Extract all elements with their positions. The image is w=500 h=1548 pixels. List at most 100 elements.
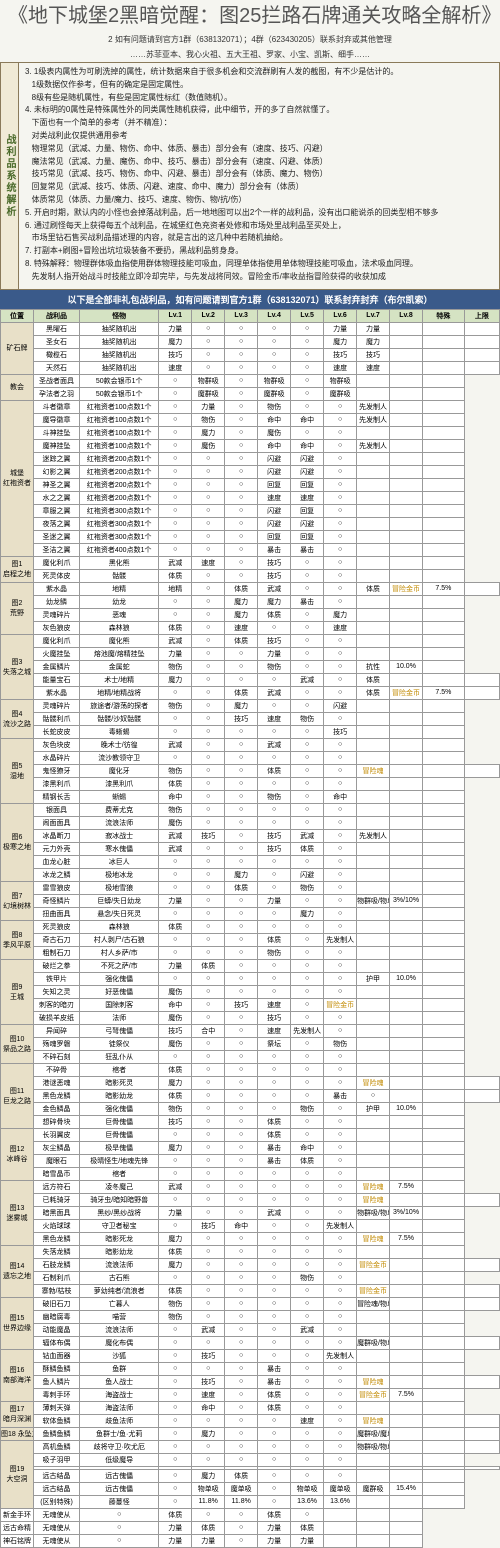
data-cell: ○ bbox=[258, 1180, 291, 1193]
data-cell: ○ bbox=[159, 543, 192, 556]
data-cell: ○ bbox=[258, 1271, 291, 1284]
data-cell bbox=[390, 1154, 423, 1167]
data-cell: 粗制石刀 bbox=[33, 946, 79, 959]
location-cell: 图6极寒之地 bbox=[1, 803, 34, 881]
data-cell: 红袍资者200点数1个 bbox=[80, 491, 159, 504]
data-cell: ○ bbox=[225, 1245, 258, 1258]
data-cell: ○ bbox=[324, 413, 357, 426]
data-cell: 闪避 bbox=[291, 868, 324, 881]
data-cell bbox=[390, 465, 423, 478]
data-cell: ○ bbox=[258, 1089, 291, 1102]
data-cell: ○ bbox=[192, 1180, 225, 1193]
data-cell bbox=[390, 1024, 423, 1037]
data-cell: ○ bbox=[225, 400, 258, 413]
data-cell: ○ bbox=[159, 517, 192, 530]
data-cell: 魔群吸/物单吸 bbox=[357, 1336, 390, 1349]
data-cell bbox=[423, 595, 465, 608]
data-cell: ○ bbox=[225, 1508, 258, 1521]
data-cell: 物单吸 bbox=[192, 1482, 225, 1495]
data-cell bbox=[390, 920, 423, 933]
data-cell: 先发制人 bbox=[357, 400, 390, 413]
data-cell bbox=[357, 751, 390, 764]
data-cell: ○ bbox=[192, 1141, 225, 1154]
data-cell: ○ bbox=[225, 920, 258, 933]
data-cell bbox=[357, 1453, 390, 1466]
data-cell: 圣战者面具 bbox=[33, 374, 79, 387]
data-cell: 魔力 bbox=[192, 1469, 225, 1482]
data-cell: 物伤 bbox=[159, 1102, 192, 1115]
data-cell: 力量 bbox=[159, 1521, 192, 1534]
data-cell: ○ bbox=[192, 1362, 225, 1375]
data-cell: ○ bbox=[192, 478, 225, 491]
data-cell: 骑牙虫/暗知暗野兽 bbox=[80, 1193, 159, 1206]
data-cell: 魔力 bbox=[291, 907, 324, 920]
data-cell: ○ bbox=[291, 1245, 324, 1258]
data-cell: 10.0% bbox=[390, 660, 423, 673]
data-cell: 红袍资者100点数1个 bbox=[80, 439, 159, 452]
data-cell: 物伤 bbox=[159, 764, 192, 777]
data-cell bbox=[357, 959, 390, 972]
data-cell: ○ bbox=[291, 647, 324, 660]
data-cell: 亡暮人 bbox=[80, 1297, 159, 1310]
data-cell: 骷髅/沙奴骷髅 bbox=[80, 712, 159, 725]
analysis-point: 下面也有一个简单的参考（并不精准）： bbox=[25, 118, 493, 129]
data-cell bbox=[464, 764, 499, 777]
data-cell: 体质 bbox=[291, 842, 324, 855]
data-cell: 骷髅利爪 bbox=[33, 712, 79, 725]
location-cell: 图8季风平原 bbox=[1, 920, 34, 959]
data-cell: ○ bbox=[258, 361, 291, 374]
data-cell bbox=[357, 777, 390, 790]
data-cell: 回复 bbox=[258, 478, 291, 491]
data-cell: ○ bbox=[192, 1414, 225, 1427]
data-cell bbox=[464, 1414, 499, 1427]
data-cell: 破烂之拳 bbox=[33, 959, 79, 972]
data-cell bbox=[423, 881, 465, 894]
data-cell bbox=[390, 829, 423, 842]
data-cell bbox=[390, 1534, 423, 1547]
data-cell: ○ bbox=[192, 1050, 225, 1063]
data-cell: ○ bbox=[324, 504, 357, 517]
data-cell: 火魔挂坠 bbox=[33, 647, 79, 660]
data-cell: ○ bbox=[324, 881, 357, 894]
data-cell: 流浪法师 bbox=[80, 1323, 159, 1336]
data-cell bbox=[357, 868, 390, 881]
data-cell: 无魂使从 bbox=[33, 1521, 79, 1534]
data-cell bbox=[390, 816, 423, 829]
data-cell: 巨骨傀儡 bbox=[80, 1115, 159, 1128]
data-cell bbox=[423, 933, 465, 946]
table-row: 矿石牌黑曜石抽奖随机出力量○○○○力量力量 bbox=[1, 322, 500, 335]
table-row: 图8季风平原死灵狼皮森林狼体质○○○○○ bbox=[1, 920, 500, 933]
data-cell: ○ bbox=[258, 1469, 291, 1482]
data-cell: 魔力 bbox=[192, 426, 225, 439]
data-cell: 7.5% bbox=[390, 1388, 423, 1401]
table-row: 图12冰峰谷长羽翼皮巨骨傀儡○○○体质○○ bbox=[1, 1128, 500, 1141]
data-cell bbox=[357, 1323, 390, 1336]
data-cell bbox=[423, 1427, 465, 1440]
data-cell: ○ bbox=[159, 1323, 192, 1336]
data-cell bbox=[390, 517, 423, 530]
data-cell: 血龙心脏 bbox=[33, 855, 79, 868]
data-cell: 孕法者之羽 bbox=[33, 387, 79, 400]
data-cell: ○ bbox=[192, 790, 225, 803]
data-cell: ○ bbox=[291, 1115, 324, 1128]
data-cell: ○ bbox=[192, 998, 225, 1011]
data-cell: ○ bbox=[324, 829, 357, 842]
data-cell: ○ bbox=[192, 764, 225, 777]
data-cell: ○ bbox=[324, 1206, 357, 1219]
data-cell: ○ bbox=[291, 569, 324, 582]
data-cell: 先发制人 bbox=[291, 1024, 324, 1037]
data-cell: 晚术士/彷徨 bbox=[80, 738, 159, 751]
data-cell bbox=[464, 1375, 499, 1388]
data-cell: ○ bbox=[225, 543, 258, 556]
data-cell bbox=[357, 1115, 390, 1128]
location-cell: 教会 bbox=[1, 374, 34, 400]
data-cell: ○ bbox=[324, 1115, 357, 1128]
table-row: 新金手环无魂使从○体质○○体质○ bbox=[1, 1508, 500, 1521]
data-cell: ○ bbox=[192, 1128, 225, 1141]
data-cell: 护甲 bbox=[357, 972, 390, 985]
data-cell: 地精 bbox=[80, 582, 159, 595]
location-cell: 图12冰峰谷 bbox=[1, 1128, 34, 1180]
column-header: Lv.5 bbox=[291, 309, 324, 322]
data-cell bbox=[423, 426, 465, 439]
data-cell: 圣女石 bbox=[33, 335, 79, 348]
